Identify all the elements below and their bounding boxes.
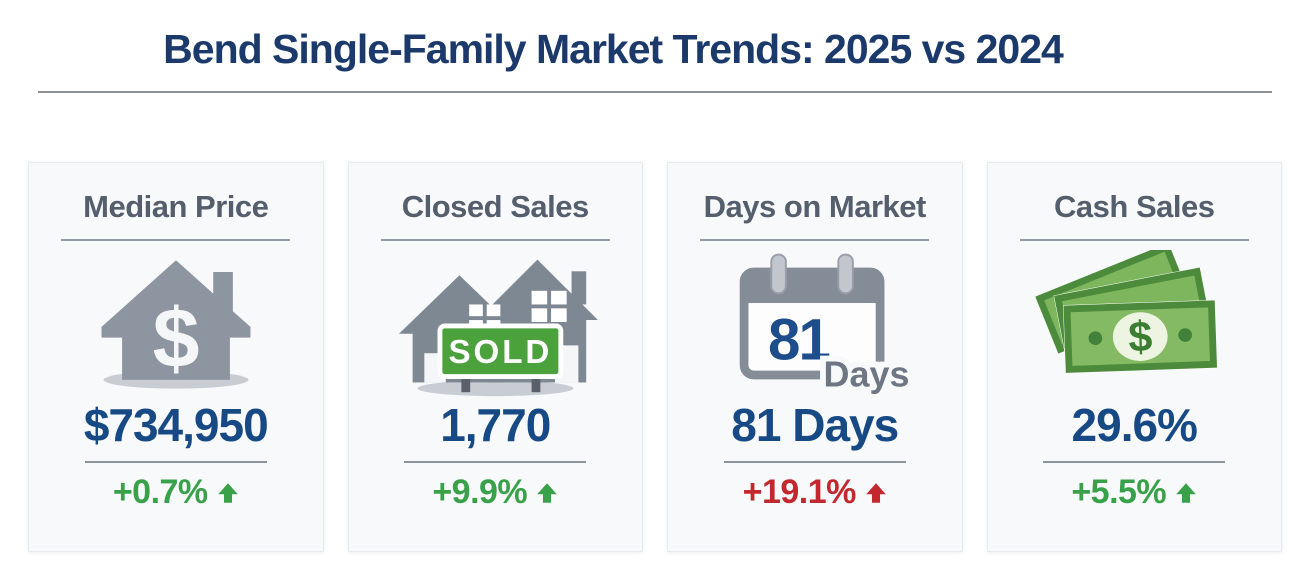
card-label: Median Price xyxy=(83,189,269,224)
value-divider xyxy=(723,461,906,464)
card-label: Closed Sales xyxy=(401,189,589,224)
icon-area: SOLD xyxy=(383,243,608,401)
card-cash-sales: Cash Sales xyxy=(986,162,1282,552)
icon-area: $ xyxy=(78,243,274,401)
icon-area: $ xyxy=(1032,243,1237,401)
value-divider xyxy=(404,461,587,464)
change-value: +0.7% xyxy=(112,473,208,512)
change-row: +5.5% xyxy=(1071,473,1197,512)
page-title: Bend Single-Family Market Trends: 2025 v… xyxy=(163,26,1064,72)
bill-front: $ xyxy=(1062,299,1218,373)
header: Bend Single-Family Market Trends: 2025 v… xyxy=(0,0,1310,93)
value-divider xyxy=(84,461,267,464)
calendar-ring xyxy=(770,253,787,295)
calendar-ring xyxy=(837,253,854,295)
card-closed-sales: Closed Sales xyxy=(347,162,643,552)
cash-bills-icon: $ xyxy=(1034,249,1218,373)
calendar-header xyxy=(743,271,880,304)
card-label: Days on Market xyxy=(703,189,927,224)
icon-area: 81 Days xyxy=(713,243,917,401)
value-divider xyxy=(1043,461,1226,464)
metric-cards-row: Median Price $ $734,950 +0.7% Closed Sal… xyxy=(28,162,1282,552)
change-value: +5.5% xyxy=(1071,473,1167,512)
calendar-icon: 81 Days xyxy=(739,253,915,398)
change-value: +19.1% xyxy=(742,473,857,512)
metric-value: 81 Days xyxy=(731,399,899,451)
card-median-price: Median Price $ $734,950 +0.7% xyxy=(28,162,324,552)
icon-shadow xyxy=(417,380,574,397)
card-days-on-market: Days on Market 81 Days 81 Days +19.1% xyxy=(667,162,963,552)
card-label-divider xyxy=(1019,239,1249,241)
arrow-up-icon xyxy=(217,483,238,503)
metric-value: 1,770 xyxy=(440,399,551,451)
calendar-unit: Days xyxy=(823,354,909,395)
card-label-divider xyxy=(700,239,930,241)
change-row: +9.9% xyxy=(432,473,558,512)
title-divider xyxy=(38,91,1272,93)
metric-value: $734,950 xyxy=(83,399,269,451)
change-row: +19.1% xyxy=(743,473,887,512)
calendar-number: 81 xyxy=(768,307,829,372)
sold-sign: SOLD xyxy=(437,323,564,393)
sold-text: SOLD xyxy=(448,334,552,371)
sold-houses-icon: SOLD xyxy=(398,259,598,397)
arrow-up-icon xyxy=(866,483,886,503)
dollar-symbol: $ xyxy=(152,291,199,385)
card-label-divider xyxy=(61,239,291,241)
arrow-up-icon xyxy=(537,483,557,503)
house-dollar-icon: $ xyxy=(101,260,251,389)
bill-dollar-symbol: $ xyxy=(1127,312,1153,361)
card-label-divider xyxy=(380,239,610,241)
arrow-up-icon xyxy=(1176,483,1196,503)
metric-value: 29.6% xyxy=(1071,399,1198,451)
change-row: +0.7% xyxy=(113,473,239,512)
card-label: Cash Sales xyxy=(1054,189,1215,224)
change-value: +9.9% xyxy=(432,473,528,512)
